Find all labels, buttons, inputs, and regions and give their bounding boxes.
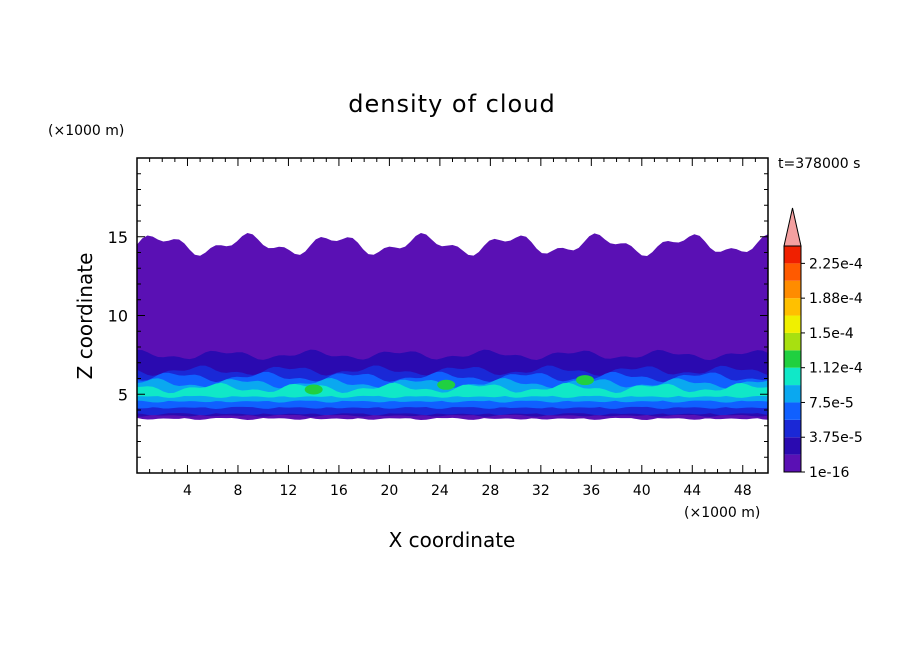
x-tick-label: 4 — [183, 483, 192, 499]
colorbar-swatch — [784, 350, 801, 368]
colorbar-swatch — [784, 332, 801, 351]
y-axis: 5 10 15 — [108, 173, 768, 474]
chart-title: density of cloud — [348, 90, 555, 118]
y-tick-label: 5 — [118, 385, 128, 404]
x-unit-label: (×1000 m) — [684, 505, 760, 521]
colorbar-swatch — [784, 367, 801, 386]
x-axis: 4 8 12 16 20 24 28 32 36 40 44 48 — [136, 158, 769, 499]
y-tick-label: 15 — [108, 228, 128, 247]
colorbar-swatch — [784, 454, 801, 472]
x-tick-label: 40 — [633, 483, 651, 499]
x-tick-label: 8 — [233, 483, 242, 499]
colorbar-swatch — [784, 280, 801, 299]
colorbar-label: 1.12e-4 — [809, 361, 863, 377]
y-axis-label: Z coordinate — [73, 253, 97, 380]
y-unit-label: (×1000 m) — [48, 123, 124, 139]
colorbar-label: 1.5e-4 — [809, 326, 854, 342]
colorbar-swatch — [784, 246, 801, 264]
colorbar-swatch — [784, 437, 801, 455]
x-tick-label: 12 — [280, 483, 298, 499]
x-tick-label: 16 — [330, 483, 348, 499]
colorbar-swatch — [784, 385, 801, 403]
colorbar-swatch — [784, 419, 801, 438]
contour-peak — [304, 384, 323, 395]
plot-area — [137, 232, 768, 420]
x-tick-label: 28 — [481, 483, 499, 499]
colorbar-swatch — [784, 315, 801, 333]
colorbar-frame — [783, 245, 802, 473]
colorbar-label: 1.88e-4 — [809, 291, 863, 307]
contour-peak — [437, 379, 456, 390]
colorbar-label: 7.5e-5 — [809, 395, 854, 411]
colorbar-label: 3.75e-5 — [809, 430, 863, 446]
time-label: t=378000 s — [778, 156, 860, 172]
contour-peak — [576, 375, 595, 386]
contour-band — [137, 382, 768, 398]
colorbar-swatch — [784, 263, 801, 281]
x-axis-label: X coordinate — [389, 528, 516, 552]
x-tick-label: 48 — [734, 483, 752, 499]
colorbar-label: 1e-16 — [809, 465, 849, 481]
x-tick-label: 44 — [683, 483, 701, 499]
x-tick-label: 36 — [582, 483, 600, 499]
y-tick-label: 10 — [108, 307, 128, 326]
x-tick-label: 20 — [380, 483, 398, 499]
colorbar-swatch — [784, 298, 801, 316]
colorbar-label: 2.25e-4 — [809, 256, 863, 272]
colorbar: 1e-16 3.75e-5 7.5e-5 1.12e-4 1.5e-4 1.88e-4 2.… — [783, 207, 863, 481]
x-tick-label: 32 — [532, 483, 550, 499]
colorbar-extend-arrow — [783, 207, 802, 247]
colorbar-swatch — [784, 402, 801, 420]
x-tick-label: 24 — [431, 483, 449, 499]
